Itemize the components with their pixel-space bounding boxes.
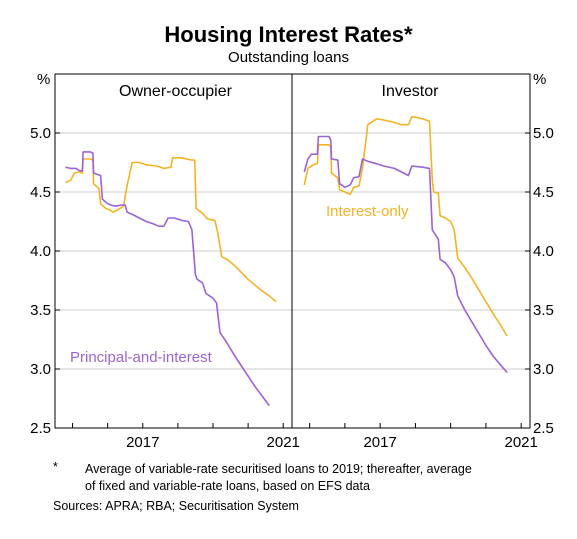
sources-note: Sources: APRA; RBA; Securitisation Syste… bbox=[53, 499, 299, 513]
y-tick-label-right: 4.5 bbox=[533, 184, 554, 201]
y-tick-label-left: 4.5 bbox=[30, 184, 51, 201]
y-tick-label-right: 2.5 bbox=[533, 420, 554, 437]
y-tick-label-right: 5.0 bbox=[533, 125, 554, 142]
y-tick-label-right: 3.0 bbox=[533, 361, 554, 378]
annotation-interest-only: Interest-only bbox=[326, 203, 409, 220]
annotation-principal-and-interest: Principal-and-interest bbox=[70, 349, 213, 366]
series-principal-and-interest-investor bbox=[303, 135, 508, 374]
y-tick-label-left: 3.5 bbox=[30, 302, 51, 319]
chart-title: Housing Interest Rates* bbox=[164, 22, 413, 47]
series-principal-and-interest-owner-occupier bbox=[65, 151, 270, 407]
x-tick-label: 2021 bbox=[267, 434, 300, 451]
panel-title-owner-occupier: Owner-occupier bbox=[119, 83, 233, 100]
footnote-marker: * bbox=[53, 460, 58, 474]
panel-title-investor: Investor bbox=[382, 83, 440, 100]
x-tick-label: 2017 bbox=[363, 434, 396, 451]
x-tick-labels: 2017 2021 2017 2021 bbox=[126, 434, 538, 451]
y-tick-label-left: 3.0 bbox=[30, 361, 51, 378]
x-tick-label: 2021 bbox=[504, 434, 537, 451]
y-tick-label-left: 4.0 bbox=[30, 243, 51, 260]
y-tick-labels: 2.5 2.5 3.0 3.0 3.5 3.5 4.0 4.0 4.5 4.5 5.0 5.0 bbox=[30, 125, 554, 437]
series-interest-only-investor bbox=[303, 115, 508, 337]
chart-subtitle: Outstanding loans bbox=[228, 49, 349, 66]
y-axis-unit-right: % bbox=[533, 71, 546, 88]
axis-ticks bbox=[55, 132, 530, 429]
y-axis-unit-left: % bbox=[37, 71, 50, 88]
x-tick-label: 2017 bbox=[126, 434, 159, 451]
y-tick-label-right: 3.5 bbox=[533, 302, 554, 319]
y-tick-label-left: 5.0 bbox=[30, 125, 51, 142]
y-tick-label-left: 2.5 bbox=[30, 420, 51, 437]
series-interest-only-owner-occupier bbox=[65, 157, 277, 303]
y-tick-label-right: 4.0 bbox=[533, 243, 554, 260]
footnote-line-1: Average of variable-rate securitised loa… bbox=[85, 462, 472, 476]
footnote-line-2: of fixed and variable-rate loans, based … bbox=[85, 479, 370, 493]
series-lines bbox=[65, 115, 508, 407]
